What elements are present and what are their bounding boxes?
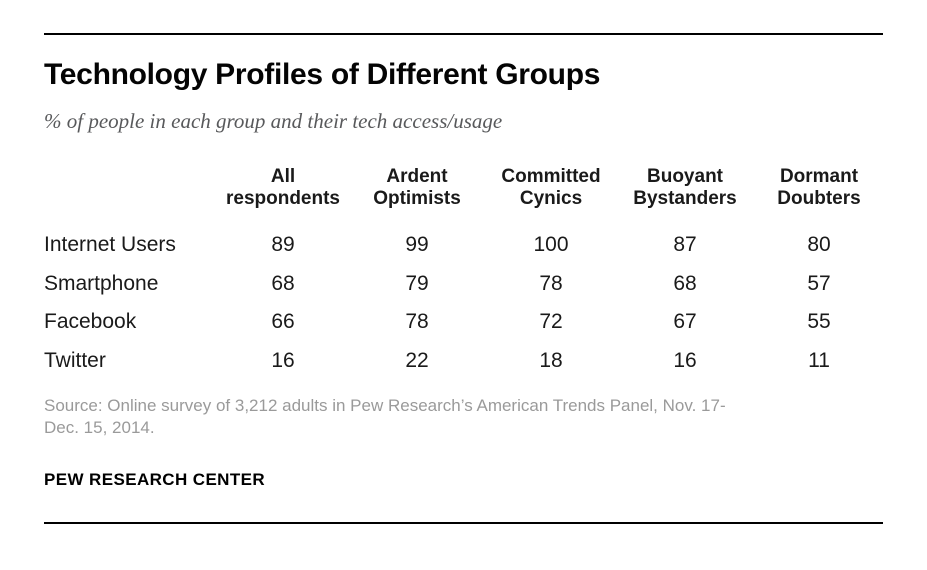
column-header-all-respondents: All respondents — [216, 166, 350, 210]
value-cell: 80 — [807, 233, 831, 257]
value-cell: 78 — [405, 310, 429, 334]
column-header-line: Buoyant — [647, 166, 723, 187]
page-subtitle: % of people in each group and their tech… — [44, 109, 503, 133]
column-header-ardent-optimists: Ardent Optimists — [350, 166, 484, 210]
column-header-dormant-doubters: Dormant Doubters — [752, 166, 886, 210]
table-row-internet-users: Internet Users 89 99 100 87 80 — [44, 226, 886, 265]
value-cell: 68 — [673, 271, 697, 295]
table-row-twitter: Twitter 16 22 18 16 11 — [44, 342, 886, 381]
value-cell: 89 — [271, 233, 295, 257]
table-row-facebook: Facebook 66 78 72 67 55 — [44, 303, 886, 342]
value-cell: 78 — [539, 271, 563, 295]
value-cell: 22 — [405, 348, 429, 372]
column-header-line: Dormant — [779, 166, 859, 187]
value-cell: 16 — [673, 348, 697, 372]
value-cell: 16 — [271, 348, 295, 372]
row-label: Smartphone — [44, 271, 159, 295]
source-note: Source: Online survey of 3,212 adults in… — [44, 395, 726, 439]
value-cell: 66 — [271, 310, 295, 334]
row-label: Facebook — [44, 310, 137, 334]
bottom-divider — [44, 522, 883, 524]
value-cell: 99 — [405, 233, 429, 257]
column-header-line: Committed — [501, 166, 601, 187]
value-cell: 57 — [807, 271, 831, 295]
value-cell: 18 — [539, 348, 563, 372]
value-cell: 67 — [673, 310, 697, 334]
tech-profiles-table: All respondents Ardent Optimists Committed… — [44, 166, 886, 380]
value-cell: 55 — [807, 310, 831, 334]
column-header-line: All — [270, 166, 296, 187]
pew-research-center-branding: PEW RESEARCH CENTER — [44, 470, 266, 489]
table-header-row: All respondents Ardent Optimists Committed… — [44, 166, 886, 210]
column-header-buoyant-bystanders: Buoyant Bystanders — [618, 166, 752, 210]
top-divider — [44, 33, 883, 35]
value-cell: 72 — [539, 310, 563, 334]
value-cell: 68 — [271, 271, 295, 295]
column-header-line: respondents — [225, 188, 341, 209]
table-row-smartphone: Smartphone 68 79 78 68 57 — [44, 265, 886, 304]
value-cell: 100 — [533, 233, 569, 257]
page-title: Technology Profiles of Different Groups — [44, 58, 601, 91]
column-header-line: Ardent — [386, 166, 448, 187]
value-cell: 11 — [808, 348, 830, 372]
value-cell: 79 — [405, 271, 429, 295]
source-line: Source: Online survey of 3,212 adults in… — [44, 396, 726, 415]
row-label: Twitter — [44, 348, 106, 372]
source-line: Dec. 15, 2014. — [44, 418, 155, 437]
column-header-line: Cynics — [519, 188, 583, 209]
column-header-line: Optimists — [373, 188, 461, 209]
value-cell: 87 — [673, 233, 697, 257]
column-header-line: Doubters — [777, 188, 861, 209]
column-header-committed-cynics: Committed Cynics — [484, 166, 618, 210]
row-label: Internet Users — [44, 233, 176, 257]
column-header-line: Bystanders — [633, 188, 737, 209]
